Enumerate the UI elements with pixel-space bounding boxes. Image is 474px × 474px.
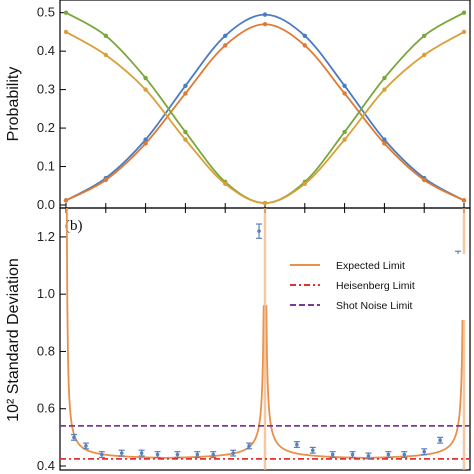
panel-a-data-point <box>382 75 387 81</box>
panel-b-plot: 0.4 0.6 0.8 1.0 1.2 <box>37 208 470 473</box>
error-point <box>72 435 76 440</box>
panel-a-data-point <box>422 33 427 38</box>
panel-a-data-point <box>143 75 148 81</box>
panel-a-data-point <box>223 181 228 187</box>
panel-b-ytick-label: 1.0 <box>37 286 55 301</box>
panel-a-plot: 0.0 0.1 0.2 0.3 0.4 0.5 <box>37 5 467 212</box>
legend: Expected Limit Heisenberg Limit Shot Noi… <box>282 254 468 320</box>
panel-a-data-point <box>342 129 347 135</box>
panel-a-series-line <box>65 31 465 204</box>
panel-a-data-point <box>143 137 148 142</box>
panel-a-data-point <box>302 33 307 38</box>
panel-a-data-point <box>223 43 228 48</box>
panel-a-data-point <box>262 22 268 27</box>
expected-limit-curve <box>65 208 464 459</box>
panel-a-data-point <box>143 87 148 92</box>
error-point <box>402 452 407 457</box>
panel-a-series-line <box>65 23 465 202</box>
panel-a-ytick-label: 0.0 <box>37 197 55 212</box>
panel-b-ylabel: 10² Standard Deviation <box>5 258 22 422</box>
panel-b-ytick-label: 1.2 <box>37 229 55 244</box>
panel-a-ytick-label: 0.3 <box>37 82 55 97</box>
panel-a-data-point <box>223 33 228 38</box>
legend-label-heisenberg: Heisenberg Limit <box>336 280 415 292</box>
panel-a-data-point <box>262 200 268 206</box>
panel-a-data-point <box>342 137 347 142</box>
panel-a-data-point <box>103 52 109 58</box>
panel-a-data-point <box>342 83 347 88</box>
panel-a-data-point <box>461 10 467 15</box>
panel-a-ytick-label: 0.2 <box>37 120 55 135</box>
panel-a-data-point <box>103 177 109 183</box>
legend-label-shot-noise: Shot Noise Limit <box>336 300 413 312</box>
panel-a-data-point <box>103 33 109 38</box>
error-point <box>310 448 315 453</box>
panel-a-ytick-label: 0.4 <box>37 43 55 58</box>
panel-a-data-point <box>342 91 347 96</box>
panel-a-data-point <box>461 29 467 35</box>
panel-a-data-point <box>382 141 387 146</box>
panel-a-data-point <box>382 137 387 142</box>
panel-b-clipped <box>60 208 470 470</box>
panel-a-frame <box>59 0 471 209</box>
error-point <box>295 442 299 447</box>
panel-a-data-point <box>183 137 188 142</box>
panel-a-ytick-label: 0.5 <box>37 5 55 20</box>
panel-a-data-point <box>262 12 268 17</box>
error-point <box>438 438 442 443</box>
panel-a-data-point <box>63 29 69 35</box>
error-point <box>119 451 124 455</box>
panel-b-ytick-label: 0.4 <box>37 458 55 473</box>
panel-a-data-point <box>422 177 427 183</box>
error-point <box>422 449 427 454</box>
error-point <box>84 444 88 448</box>
error-point <box>350 452 355 457</box>
error-point <box>231 451 235 455</box>
panel-b-ytick-label: 0.6 <box>37 401 55 416</box>
panel-a-data-point <box>63 198 69 203</box>
panel-b-ytick-label: 0.8 <box>37 343 55 358</box>
error-point <box>247 444 251 448</box>
error-point <box>175 452 180 457</box>
panel-a-series-line <box>65 13 465 202</box>
panel-a-data-point <box>302 181 307 187</box>
panel-a-series-line <box>65 11 465 204</box>
error-point <box>155 452 160 457</box>
panel-a-ylabel: Probability <box>5 67 22 142</box>
panel-a-data-point <box>183 129 188 135</box>
panel-a-data-point <box>183 91 188 96</box>
error-point <box>366 454 371 458</box>
panel-a-data-point <box>143 141 148 146</box>
panel-a-data-point <box>302 43 307 48</box>
panel-b-label: (b) <box>65 218 83 234</box>
panel-a-data-point <box>183 83 188 88</box>
error-point <box>211 452 216 457</box>
error-point <box>330 452 335 457</box>
panel-a-data-point <box>422 52 427 58</box>
legend-label-expected: Expected Limit <box>336 260 405 272</box>
error-point <box>139 451 144 455</box>
error-point <box>257 229 261 233</box>
error-point <box>100 452 104 457</box>
error-point <box>386 452 391 457</box>
panel-a-data-point <box>63 10 69 15</box>
panel-a-ytick-label: 0.1 <box>37 159 55 174</box>
panel-a-data-point <box>382 87 387 92</box>
error-point <box>195 452 200 457</box>
panel-a-data-point <box>461 198 467 203</box>
